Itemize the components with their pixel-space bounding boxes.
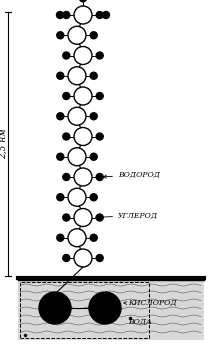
Circle shape — [96, 133, 103, 140]
Circle shape — [57, 194, 64, 201]
Circle shape — [68, 229, 86, 247]
Circle shape — [57, 153, 64, 160]
Circle shape — [74, 209, 92, 227]
Circle shape — [102, 11, 110, 18]
Circle shape — [68, 188, 86, 206]
Circle shape — [74, 6, 92, 24]
Circle shape — [90, 153, 97, 160]
Circle shape — [96, 173, 103, 181]
Circle shape — [79, 0, 87, 2]
Circle shape — [96, 92, 103, 100]
Circle shape — [57, 72, 64, 79]
Circle shape — [74, 168, 92, 186]
Circle shape — [74, 87, 92, 105]
Text: ВОДА: ВОДА — [128, 318, 152, 326]
Circle shape — [57, 234, 64, 241]
Circle shape — [90, 194, 97, 201]
Circle shape — [96, 214, 103, 221]
Circle shape — [57, 113, 64, 120]
Circle shape — [63, 173, 70, 181]
Circle shape — [90, 32, 97, 39]
Circle shape — [56, 11, 64, 18]
Circle shape — [63, 214, 70, 221]
Bar — [20, 282, 149, 338]
Circle shape — [68, 67, 86, 85]
Text: КИСЛОРОД: КИСЛОРОД — [124, 299, 177, 307]
Circle shape — [63, 11, 70, 18]
Circle shape — [68, 148, 86, 166]
Circle shape — [68, 26, 86, 44]
Circle shape — [63, 255, 70, 262]
Circle shape — [39, 292, 71, 324]
Circle shape — [90, 234, 97, 241]
Bar — [18, 280, 204, 340]
Circle shape — [89, 292, 121, 324]
Circle shape — [74, 46, 92, 64]
Circle shape — [90, 113, 97, 120]
Circle shape — [74, 249, 92, 267]
Circle shape — [90, 72, 97, 79]
Circle shape — [57, 32, 64, 39]
Circle shape — [96, 52, 103, 59]
Circle shape — [96, 255, 103, 262]
Circle shape — [74, 127, 92, 146]
Text: УГЛЕРОД: УГЛЕРОД — [96, 211, 158, 219]
Text: 2,5 нм: 2,5 нм — [0, 129, 8, 159]
Circle shape — [68, 107, 86, 125]
Circle shape — [63, 92, 70, 100]
Text: ВОДОРОД: ВОДОРОД — [103, 171, 160, 179]
Circle shape — [96, 11, 103, 18]
Circle shape — [63, 52, 70, 59]
Circle shape — [63, 133, 70, 140]
